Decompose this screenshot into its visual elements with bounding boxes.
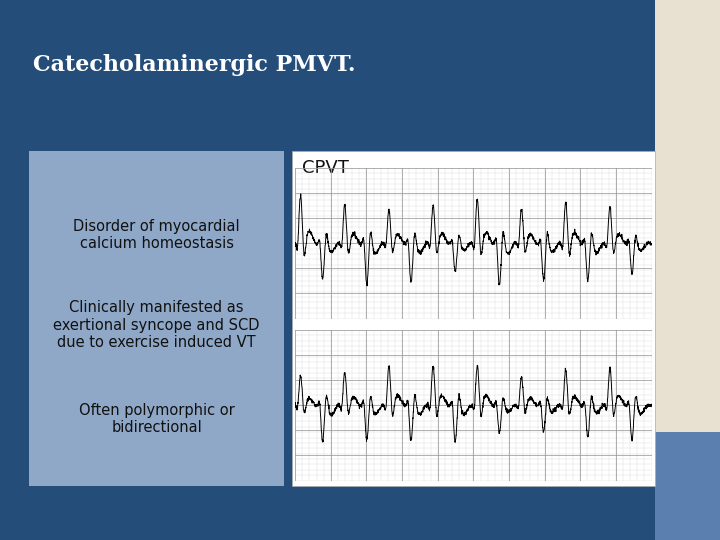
Text: Clinically manifested as
exertional syncope and SCD
due to exercise induced VT: Clinically manifested as exertional sync…: [53, 300, 260, 350]
Text: CPVT: CPVT: [302, 159, 349, 177]
Text: Catecholaminergic PMVT.: Catecholaminergic PMVT.: [33, 54, 356, 76]
Bar: [29, 151, 284, 486]
Text: Often polymorphic or
bidirectional: Often polymorphic or bidirectional: [78, 403, 235, 435]
Bar: [655, 0, 720, 454]
Bar: [655, 432, 720, 540]
Text: Disorder of myocardial
calcium homeostasis: Disorder of myocardial calcium homeostas…: [73, 219, 240, 251]
Bar: [292, 151, 655, 486]
